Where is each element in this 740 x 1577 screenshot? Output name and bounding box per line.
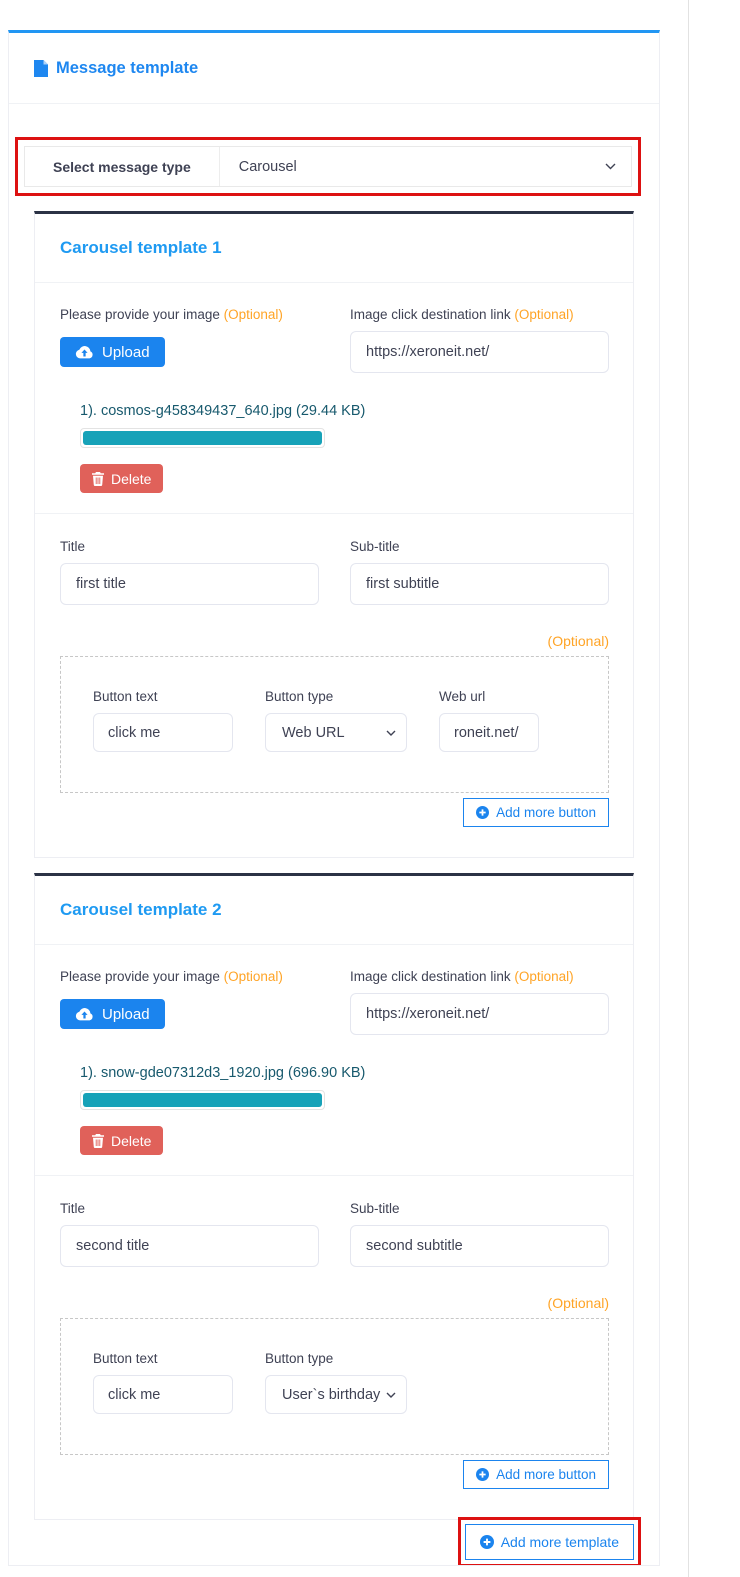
delete-file-button[interactable]: Delete: [80, 464, 164, 493]
cloud-upload-icon: [75, 345, 94, 360]
button-type-label: Button type: [265, 1351, 334, 1366]
delete-file-button[interactable]: Delete: [80, 1126, 164, 1155]
button-type-select[interactable]: User`s birthday: [265, 1375, 407, 1414]
add-more-button[interactable]: Add more button: [463, 798, 609, 827]
page-title: Message template: [56, 59, 199, 77]
plus-circle-icon: [476, 1468, 490, 1481]
file-icon: [34, 60, 48, 77]
title-input[interactable]: [60, 563, 319, 605]
select-message-type-label: Select message type: [25, 147, 220, 186]
column-divider: [688, 0, 689, 1577]
carousel-template-card: Carousel template 2 Please provide your …: [34, 873, 634, 1520]
chevron-down-icon: [605, 163, 616, 170]
upload-progress-bar: [83, 1093, 322, 1107]
message-type-select[interactable]: Carousel: [220, 147, 631, 186]
button-type-selected-value: Web URL: [282, 724, 345, 741]
trash-icon: [92, 471, 104, 486]
image-link-label: Image click destination link (Optional): [350, 969, 574, 984]
chevron-down-icon: [386, 730, 396, 736]
plus-circle-icon: [479, 1535, 494, 1549]
card-header: Message template: [9, 33, 659, 104]
web-url-label: Web url: [439, 689, 486, 704]
add-more-button[interactable]: Add more button: [463, 1460, 609, 1489]
carousel-template-body: Please provide your image (Optional) Upl…: [35, 283, 633, 857]
optional-tag: (Optional): [223, 307, 283, 322]
button-text-label: Button text: [93, 689, 158, 704]
uploaded-file-name: 1). cosmos-g458349437_640.jpg (29.44 KB): [80, 403, 366, 419]
add-more-template-button[interactable]: Add more template: [464, 1524, 634, 1560]
upload-progress-bar: [83, 431, 322, 445]
image-label: Please provide your image (Optional): [60, 969, 283, 984]
buttons-optional-tag: (Optional): [547, 1295, 609, 1311]
button-text-input[interactable]: [93, 1375, 233, 1414]
carousel-template-body: Please provide your image (Optional) Upl…: [35, 945, 633, 1519]
message-type-group: Select message type Carousel: [24, 146, 632, 187]
optional-tag: (Optional): [514, 969, 574, 984]
title-label: Title: [60, 1201, 86, 1216]
carousel-template-header: Carousel template 1: [35, 214, 633, 283]
buttons-optional-tag: (Optional): [547, 633, 609, 649]
title-input[interactable]: [60, 1225, 319, 1267]
cloud-upload-icon: [75, 1007, 94, 1022]
button-text-label: Button text: [93, 1351, 158, 1366]
message-template-card: Message template Select message type Car…: [8, 30, 660, 1566]
subtitle-input[interactable]: [350, 563, 609, 605]
chevron-down-icon: [386, 1392, 396, 1398]
image-link-input[interactable]: [350, 331, 609, 373]
card-body: Select message type Carousel Carousel te…: [9, 104, 659, 1565]
add-template-row: Add more template: [34, 1517, 641, 1565]
uploaded-file-name: 1). snow-gde07312d3_1920.jpg (696.90 KB): [80, 1065, 366, 1081]
optional-tag: (Optional): [514, 307, 574, 322]
uploaded-file-block: 1). cosmos-g458349437_640.jpg (29.44 KB)…: [80, 403, 608, 493]
subtitle-label: Sub-title: [350, 539, 400, 554]
button-type-selected-value: User`s birthday: [282, 1386, 381, 1403]
carousel-template-header: Carousel template 2: [35, 876, 633, 945]
button-type-select[interactable]: Web URL: [265, 713, 407, 752]
select-message-type-highlight: Select message type Carousel: [15, 137, 641, 196]
section-divider: [35, 513, 633, 514]
subtitle-input[interactable]: [350, 1225, 609, 1267]
add-more-template-highlight: Add more template: [457, 1517, 641, 1565]
subtitle-label: Sub-title: [350, 1201, 400, 1216]
upload-button[interactable]: Upload: [60, 999, 165, 1029]
optional-tag: (Optional): [223, 969, 283, 984]
title-label: Title: [60, 539, 86, 554]
trash-icon: [92, 1133, 104, 1148]
button-text-input[interactable]: [93, 713, 233, 752]
button-type-label: Button type: [265, 689, 334, 704]
upload-button[interactable]: Upload: [60, 337, 165, 367]
button-config-box: Button text Button type Web URL: [60, 656, 609, 793]
image-label: Please provide your image (Optional): [60, 307, 283, 322]
image-link-input[interactable]: [350, 993, 609, 1035]
uploaded-file-block: 1). snow-gde07312d3_1920.jpg (696.90 KB)…: [80, 1065, 608, 1155]
plus-circle-icon: [476, 806, 490, 819]
section-divider: [35, 1175, 633, 1176]
button-config-box: Button text Button type User`s birthday: [60, 1318, 609, 1455]
carousel-template-card: Carousel template 1 Please provide your …: [34, 211, 634, 858]
upload-progress: [80, 428, 325, 448]
image-link-label: Image click destination link (Optional): [350, 307, 574, 322]
web-url-input[interactable]: [439, 713, 539, 752]
carousel-template-title: Carousel template 2: [60, 900, 222, 919]
message-type-selected-value: Carousel: [238, 158, 297, 175]
upload-progress: [80, 1090, 325, 1110]
carousel-template-title: Carousel template 1: [60, 238, 222, 257]
